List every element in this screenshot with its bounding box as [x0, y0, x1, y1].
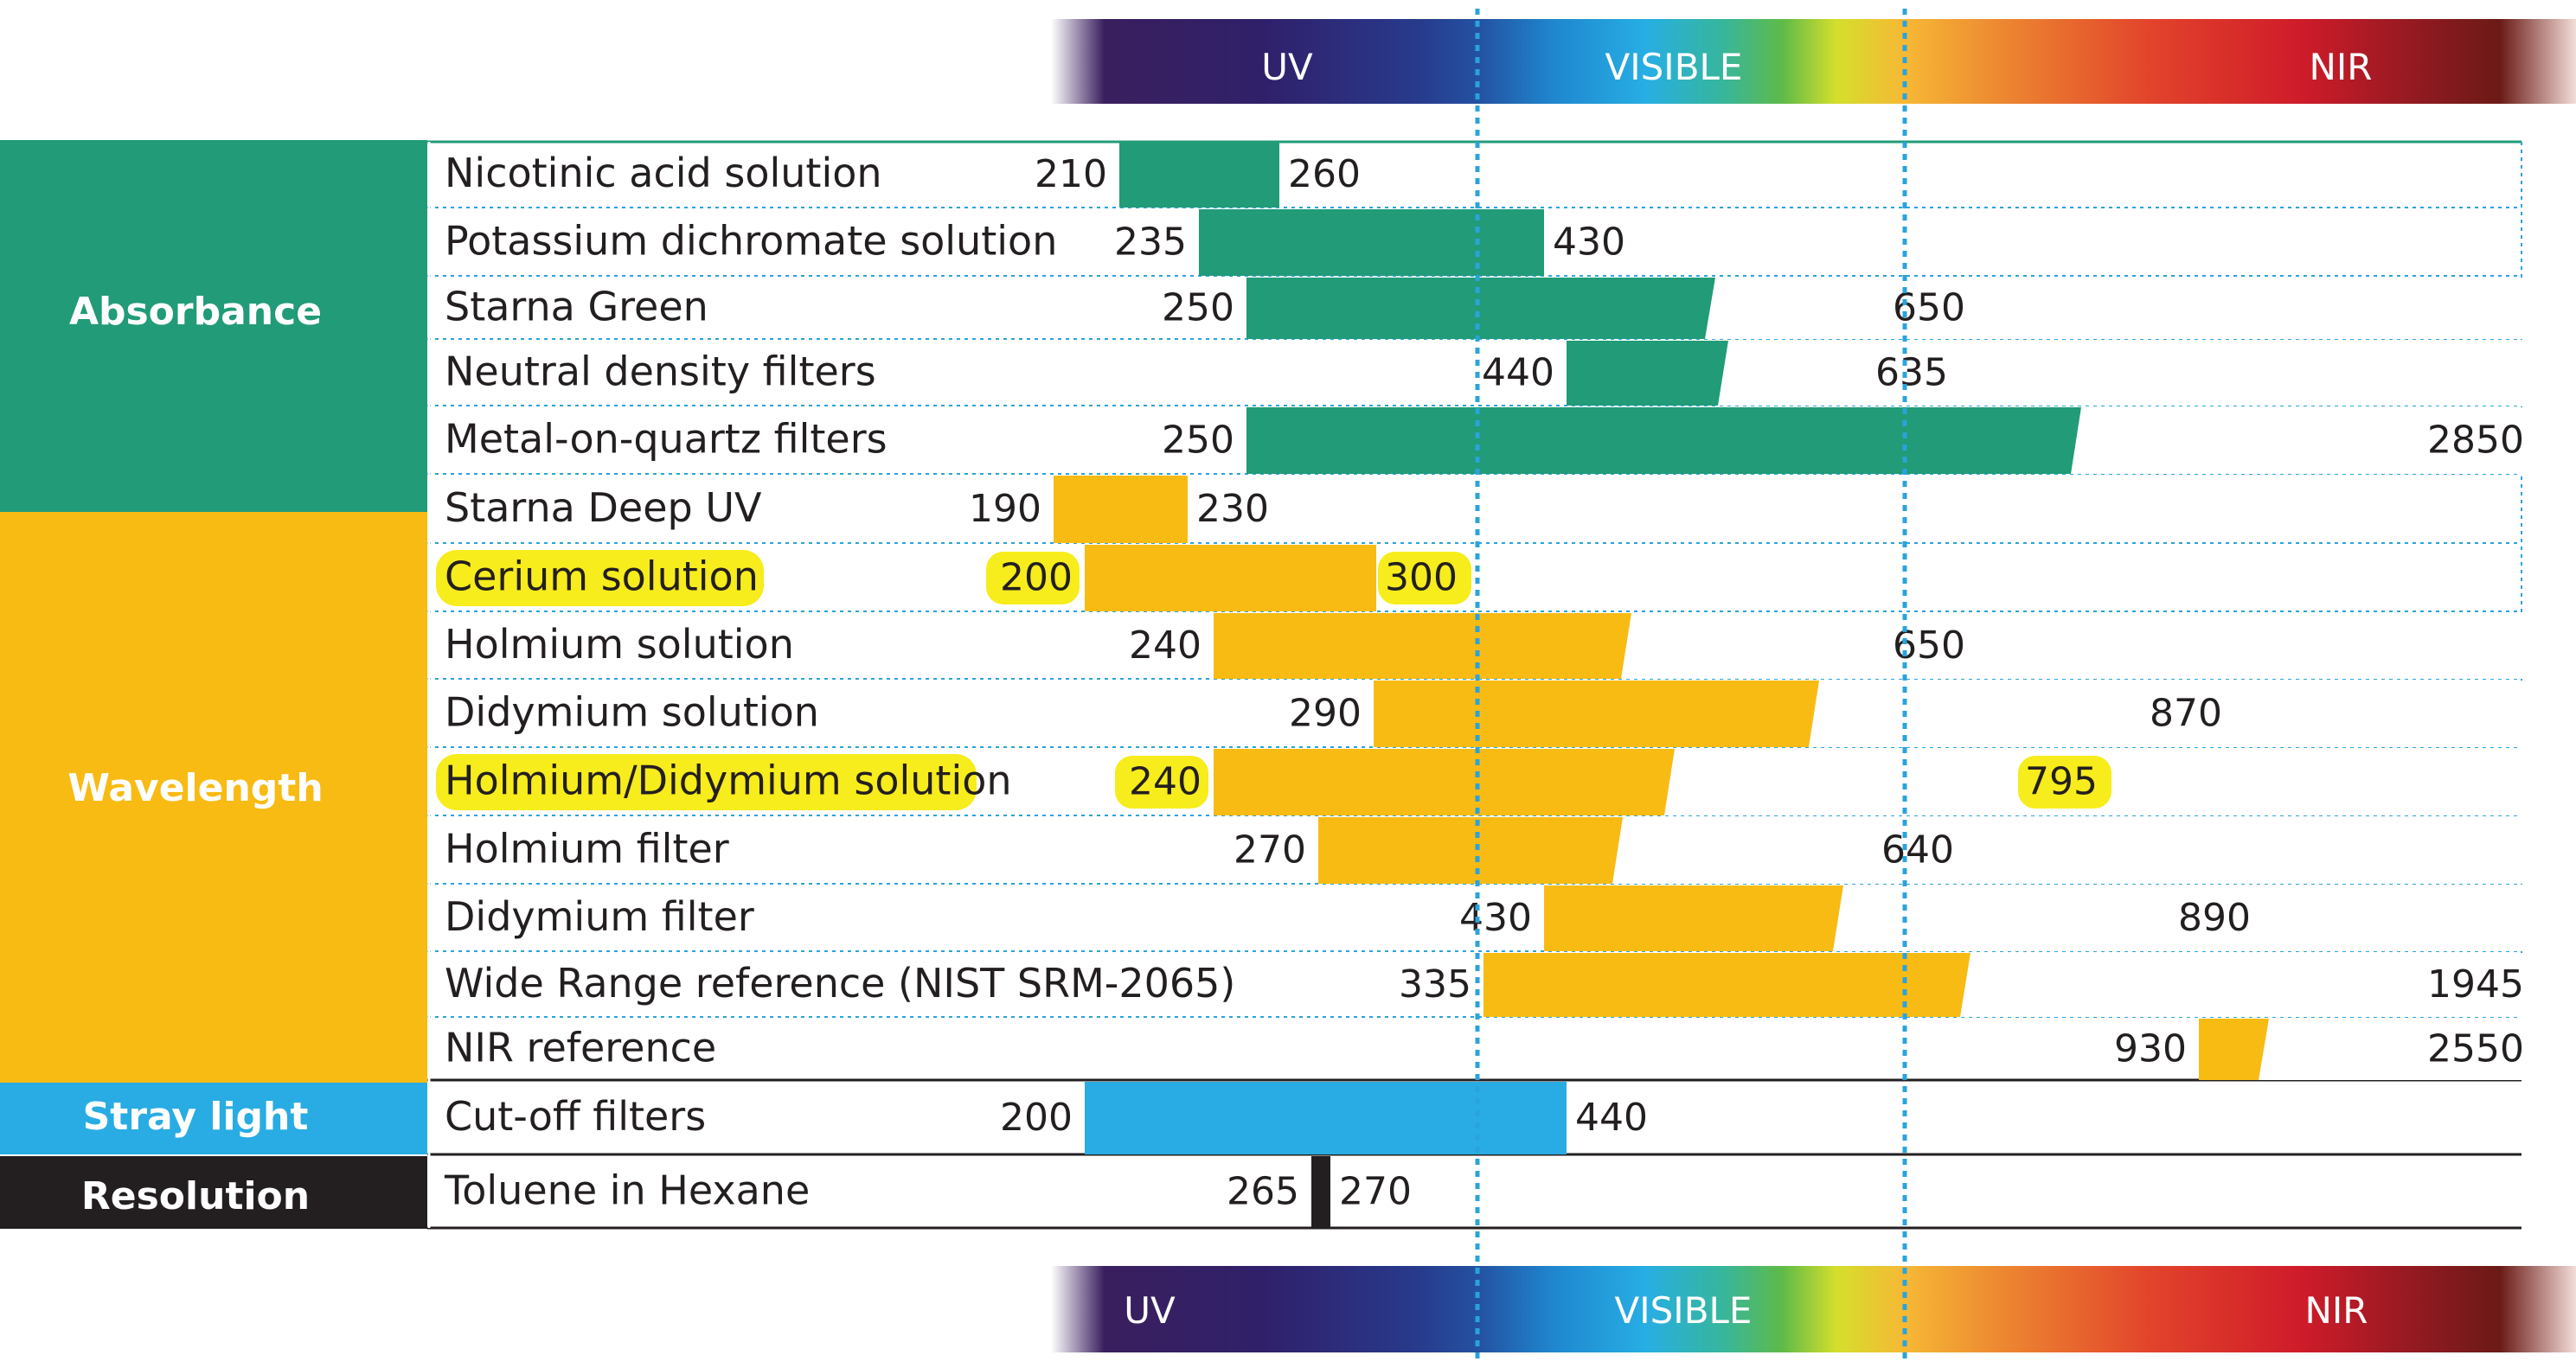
- end-value-label: 260: [1288, 152, 1361, 196]
- end-value-label: 2850: [2427, 419, 2524, 463]
- row-label-starna-green: Starna Green: [445, 284, 708, 330]
- range-bar-cerium-solution: [1085, 545, 1376, 611]
- end-value-label: 440: [1575, 1096, 1648, 1140]
- category-block-absorbance: [0, 140, 427, 512]
- range-bar-toluene-in-hexane: [1311, 1156, 1330, 1228]
- start-value-label: 290: [1289, 692, 1362, 736]
- axis-break-mark: [1705, 278, 2576, 339]
- start-value-label: 930: [2114, 1027, 2187, 1071]
- end-value-highlight: [2018, 756, 2111, 809]
- end-value-label: 795: [2025, 760, 2098, 804]
- row-label-neutral-density-filters: Neutral density filters: [445, 348, 876, 395]
- start-value-highlight: [986, 552, 1080, 604]
- top-band-visible: VISIBLE: [1605, 46, 1743, 88]
- row-label-cut-off-filters: Cut-off filters: [445, 1093, 706, 1140]
- start-value-label: 240: [1129, 623, 1201, 668]
- top-band-nir: NIR: [2310, 46, 2373, 88]
- row-label-cerium-solution: Cerium solution: [445, 553, 759, 600]
- end-value-label: 270: [1339, 1170, 1412, 1214]
- start-value-label: 250: [1162, 419, 1234, 463]
- end-value-label: 430: [1553, 221, 1625, 265]
- bottom-band-nir: NIR: [2305, 1289, 2368, 1332]
- end-value-label: 890: [2178, 896, 2251, 940]
- row-label-highlight: [436, 550, 764, 606]
- start-value-label: 250: [1162, 286, 1234, 330]
- row-label-toluene-in-hexane: Toluene in Hexane: [444, 1167, 810, 1214]
- axis-break-mark: [2259, 1019, 2576, 1080]
- axis-break-mark: [2071, 407, 2576, 474]
- end-value-label: 635: [1875, 351, 1948, 395]
- category-block-resolution: [0, 1156, 427, 1229]
- axis-break-mark: [1833, 885, 2576, 951]
- range-bar-nicotinic-acid-solution: [1119, 142, 1279, 208]
- start-value-label: 200: [1000, 1096, 1073, 1140]
- category-block-wavelength: [0, 512, 427, 1083]
- row-label-holmium-filter: Holmium filter: [445, 826, 729, 873]
- start-value-label: 265: [1227, 1170, 1299, 1214]
- start-value-label: 240: [1129, 760, 1201, 804]
- axis-break-mark: [1612, 817, 2576, 884]
- start-value-label: 210: [1035, 152, 1107, 196]
- row-label-didymium-filter: Didymium filter: [445, 893, 754, 940]
- row-label-holmium-solution: Holmium solution: [445, 621, 794, 668]
- end-value-label: 870: [2150, 692, 2222, 736]
- bottom-band-visible: VISIBLE: [1615, 1289, 1753, 1332]
- bottom-band-uv: UV: [1124, 1289, 1176, 1332]
- category-label-stray-light: Stray light: [83, 1095, 309, 1139]
- axis-break-mark: [1718, 341, 2576, 406]
- axis-break-mark: [1664, 749, 2576, 815]
- end-value-highlight: [1378, 552, 1471, 604]
- start-value-label: 270: [1234, 828, 1306, 873]
- bottom-spectrum-bar: [1051, 1266, 2576, 1352]
- start-value-label: 440: [1482, 351, 1554, 395]
- row-label-nir-reference: NIR reference: [445, 1025, 716, 1071]
- row-label-didymium-solution: Didymium solution: [445, 689, 819, 736]
- row-label-highlight: [436, 754, 977, 810]
- axis-break-mark: [1809, 681, 2576, 747]
- row-label-holmium-didymium-solution: Holmium/Didymium solution: [445, 758, 1012, 804]
- end-value-label: 2550: [2427, 1027, 2524, 1071]
- category-block-stray-light: [0, 1083, 427, 1154]
- category-label-wavelength: Wavelength: [67, 766, 323, 810]
- end-value-label: 300: [1385, 556, 1458, 600]
- range-bar-cut-off-filters: [1085, 1082, 1567, 1154]
- start-value-highlight: [1115, 756, 1208, 809]
- start-value-label: 200: [1000, 556, 1073, 600]
- range-bar-potassium-dichromate-solution: [1199, 209, 1544, 276]
- row-label-wide-range-reference-nist-srm-2065: Wide Range reference (NIST SRM-2065): [445, 960, 1235, 1007]
- axis-break-mark: [1960, 953, 2576, 1017]
- category-label-resolution: Resolution: [81, 1174, 310, 1218]
- start-value-label: 430: [1459, 896, 1532, 940]
- end-value-label: 230: [1196, 487, 1269, 531]
- category-label-absorbance: Absorbance: [69, 290, 322, 334]
- range-bar-starna-deep-uv: [1054, 476, 1188, 543]
- end-value-label: 1945: [2427, 962, 2524, 1007]
- row-label-starna-deep-uv: Starna Deep UV: [445, 484, 762, 531]
- axis-break-mark: [1621, 613, 2576, 679]
- end-value-label: 640: [1881, 828, 1954, 873]
- start-value-label: 235: [1114, 221, 1187, 265]
- start-value-label: 335: [1399, 962, 1471, 1007]
- top-spectrum-bar: [1051, 19, 2576, 104]
- start-value-label: 190: [969, 487, 1041, 531]
- row-label-potassium-dichromate-solution: Potassium dichromate solution: [445, 218, 1057, 265]
- row-label-metal-on-quartz-filters: Metal-on-quartz filters: [445, 416, 888, 463]
- top-band-uv: UV: [1261, 46, 1313, 88]
- row-label-nicotinic-acid-solution: Nicotinic acid solution: [445, 150, 882, 196]
